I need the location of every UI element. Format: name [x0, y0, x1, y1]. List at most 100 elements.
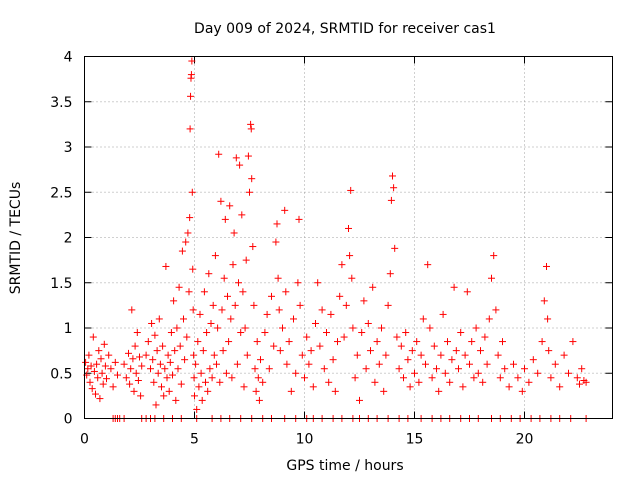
data-point: [342, 301, 350, 309]
data-point: [494, 351, 502, 359]
data-point: [120, 360, 128, 368]
data-point: [320, 365, 328, 373]
data-point: [560, 351, 568, 359]
data-point: [239, 288, 247, 296]
data-point: [301, 374, 308, 382]
data-point: [353, 351, 361, 359]
data-point: [404, 356, 412, 364]
data-point: [211, 252, 219, 260]
data-point: [274, 274, 282, 282]
data-point: [298, 351, 306, 359]
data-point: [540, 297, 548, 305]
data-point: [422, 360, 429, 368]
data-point: [255, 396, 263, 404]
data-point: [161, 365, 169, 373]
data-point: [349, 324, 357, 332]
data-point: [85, 351, 93, 359]
data-point: [393, 333, 401, 341]
data-point: [150, 378, 158, 386]
data-point: [386, 270, 394, 278]
data-point: [203, 329, 211, 337]
data-point: [380, 387, 388, 395]
data-point: [448, 356, 456, 364]
data-point: [222, 369, 230, 377]
data-point: [273, 220, 281, 228]
data-point: [364, 319, 372, 327]
data-point: [538, 338, 546, 346]
data-point: [472, 324, 480, 332]
data-point: [474, 369, 482, 377]
data-point: [290, 315, 297, 323]
data-point: [244, 152, 252, 160]
data-point: [132, 369, 140, 377]
grid-layer: [84, 56, 613, 419]
data-point: [133, 329, 141, 337]
data-point: [576, 380, 583, 388]
data-point: [224, 292, 231, 300]
data-point: [191, 392, 198, 400]
data-point: [253, 338, 261, 346]
data-point: [129, 355, 137, 363]
data-point: [216, 378, 224, 386]
data-point: [485, 315, 493, 323]
data-point: [186, 125, 194, 133]
data-point: [217, 197, 225, 205]
data-point: [428, 374, 436, 382]
data-point: [165, 387, 173, 395]
data-point: [327, 310, 335, 318]
points-layer: [82, 57, 590, 422]
data-point: [187, 71, 195, 79]
data-point: [196, 310, 204, 318]
data-point: [207, 319, 215, 327]
data-point: [175, 283, 183, 291]
y-tick-label: 3: [64, 140, 73, 156]
data-point: [283, 360, 291, 368]
data-point: [247, 120, 255, 128]
data-point: [295, 215, 303, 223]
chart-title: Day 009 of 2024, SRMTID for receiver cas…: [194, 21, 496, 37]
data-point: [241, 324, 249, 332]
y-tick-label: 4: [64, 50, 73, 66]
x-tick-label: 10: [296, 432, 314, 448]
data-point: [371, 378, 379, 386]
data-point: [336, 292, 344, 300]
data-point: [279, 324, 286, 332]
data-point: [206, 365, 214, 373]
data-point: [205, 270, 213, 278]
data-point: [356, 396, 363, 404]
data-point: [144, 338, 152, 346]
data-point: [529, 356, 537, 364]
data-point: [270, 342, 278, 350]
data-point: [276, 347, 284, 355]
data-point: [250, 301, 258, 309]
data-point: [176, 342, 184, 350]
data-point: [490, 252, 498, 260]
data-point: [348, 274, 356, 282]
data-point: [318, 306, 326, 314]
data-point: [228, 374, 236, 382]
data-point: [248, 175, 256, 183]
data-point: [130, 387, 138, 395]
data-point: [221, 215, 229, 223]
data-point: [96, 395, 104, 403]
data-point: [128, 306, 136, 314]
data-point: [93, 360, 101, 368]
data-point: [134, 376, 142, 384]
data-point: [162, 262, 170, 270]
data-point: [406, 383, 414, 391]
data-point: [501, 365, 509, 373]
data-point: [229, 261, 237, 269]
data-point: [282, 288, 290, 296]
data-point: [296, 301, 304, 309]
data-point: [213, 360, 220, 368]
data-point: [114, 371, 121, 379]
data-point: [164, 351, 172, 359]
data-point: [127, 365, 135, 373]
data-point: [307, 347, 315, 355]
data-point: [99, 380, 107, 388]
data-point: [323, 329, 330, 337]
data-point: [163, 374, 171, 382]
data-point: [170, 297, 178, 305]
data-point: [351, 374, 359, 382]
data-point: [138, 362, 146, 370]
